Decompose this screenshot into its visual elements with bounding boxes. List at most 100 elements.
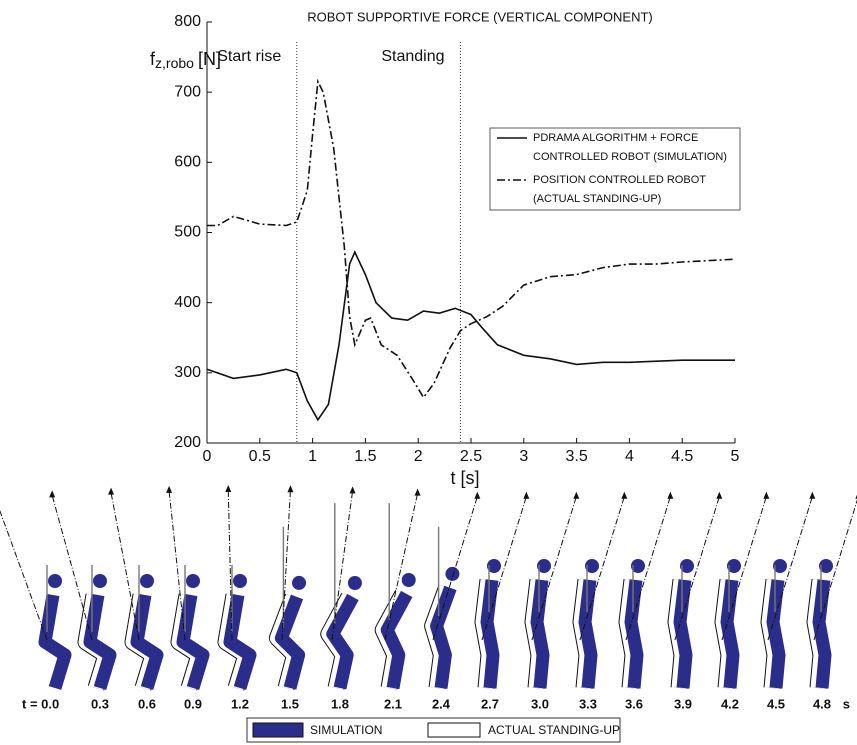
sim-head: [348, 576, 362, 590]
x-tick-label: 0.5: [249, 448, 271, 465]
time-label: 3.0: [531, 696, 549, 711]
time-label: t = 0.0: [22, 696, 59, 711]
sim-head: [48, 574, 62, 588]
legend-swatch: [253, 723, 303, 737]
frame: 2.4: [432, 492, 480, 712]
x-tick-label: 3.5: [565, 448, 587, 465]
frame: 4.8: [813, 492, 857, 712]
legend-label: POSITION CONTROLLED ROBOT: [533, 174, 706, 186]
actual-force-arrow: [111, 493, 139, 640]
time-label: 4.5: [767, 696, 785, 711]
x-axis-label: t [s]: [450, 468, 479, 488]
arrow-head: [415, 489, 421, 496]
time-label: 3.9: [674, 696, 692, 711]
time-label: 4.2: [721, 696, 739, 711]
frame: 2.7: [481, 492, 529, 712]
sim-head: [93, 574, 107, 588]
legend-swatch: [428, 723, 480, 737]
frame: 0.9: [166, 486, 203, 712]
arrow-head: [809, 492, 815, 499]
arrow-head: [166, 486, 172, 493]
time-label: 1.5: [281, 696, 299, 711]
sim-body: [680, 580, 686, 688]
chart: ROBOT SUPPORTIVE FORCE (VERTICAL COMPONE…: [0, 0, 857, 745]
time-label: 2.7: [481, 696, 499, 711]
sim-body: [773, 580, 779, 688]
sim-head: [140, 574, 154, 588]
x-tick-label: 0: [203, 448, 212, 465]
time-label: 0.9: [184, 696, 202, 711]
y-tick-label: 400: [174, 294, 201, 311]
sim-head: [292, 576, 306, 590]
y-tick-label: 700: [174, 83, 201, 100]
arrow-head: [49, 490, 55, 497]
time-label: 3.6: [625, 696, 643, 711]
frame: 3.9: [674, 492, 722, 712]
sim-head: [233, 574, 247, 588]
time-label: 0.6: [138, 696, 156, 711]
frame: 3.0: [531, 492, 579, 712]
sim-body: [631, 580, 637, 688]
arrow-head: [716, 492, 722, 499]
y-label-sub: z,robo: [155, 55, 194, 71]
x-tick-label: 1.5: [354, 448, 376, 465]
arrow-head: [573, 492, 579, 499]
y-tick-label: 500: [174, 224, 201, 241]
frame: 4.2: [721, 492, 769, 712]
y-axis-label: fz,robo[N]: [150, 49, 221, 71]
frame: 2.1: [383, 489, 420, 712]
arrow-head: [523, 492, 529, 499]
arrow-head: [474, 492, 480, 499]
actual-force-arrow: [0, 499, 47, 640]
frame: 1.8: [329, 486, 362, 711]
time-label: 3.3: [579, 696, 597, 711]
sim-body: [45, 595, 65, 688]
x-tick-label: 5: [731, 448, 740, 465]
frame: 0.6: [108, 488, 157, 712]
chart-title: ROBOT SUPPORTIVE FORCE (VERTICAL COMPONE…: [307, 9, 653, 24]
arrow-head: [350, 486, 356, 493]
arrow-head: [287, 485, 293, 492]
sim-body: [727, 580, 733, 688]
frame: 3.6: [625, 492, 673, 712]
sim-head: [402, 573, 416, 587]
frame: t = 0.0: [0, 494, 65, 711]
x-tick-label: 2: [414, 448, 423, 465]
time-unit: s: [843, 696, 850, 711]
actual-force-arrow: [52, 495, 92, 640]
arrow-head: [763, 492, 769, 499]
time-label: 1.2: [231, 696, 249, 711]
frame: 4.5: [767, 492, 815, 712]
sim-body: [537, 580, 543, 688]
annotation: Start rise: [217, 48, 281, 65]
time-label: 0.3: [91, 696, 109, 711]
frame: 1.5: [277, 485, 306, 711]
sim-body: [585, 580, 591, 688]
actual-force-arrow: [433, 497, 477, 640]
x-tick-label: 3: [519, 448, 528, 465]
legend-label: CONTROLLED ROBOT (SIMULATION): [533, 151, 727, 163]
sim-body: [487, 580, 493, 688]
arrow-head: [621, 492, 627, 499]
x-tick-label: 4.5: [671, 448, 693, 465]
y-tick-label: 800: [174, 13, 201, 30]
frame: 1.2: [225, 485, 250, 711]
sim-body: [819, 580, 825, 688]
sim-head: [186, 574, 200, 588]
time-label: 4.8: [813, 696, 831, 711]
legend-label: ACTUAL STANDING-UP: [488, 723, 620, 737]
y-tick-label: 200: [174, 434, 201, 451]
annotation: Standing: [381, 48, 444, 65]
legend-label: SIMULATION: [310, 723, 382, 737]
frame: 3.3: [579, 492, 627, 712]
x-tick-label: 4: [625, 448, 634, 465]
y-tick-label: 300: [174, 364, 201, 381]
legend-label: PDRAMA ALGORITHM + FORCE: [533, 132, 698, 144]
time-label: 1.8: [331, 696, 349, 711]
time-label: 2.1: [384, 696, 402, 711]
sim-head: [445, 567, 459, 581]
time-label: 2.4: [432, 696, 451, 711]
arrow-head: [108, 488, 114, 495]
series-line: [207, 252, 735, 420]
x-tick-label: 2.5: [460, 448, 482, 465]
